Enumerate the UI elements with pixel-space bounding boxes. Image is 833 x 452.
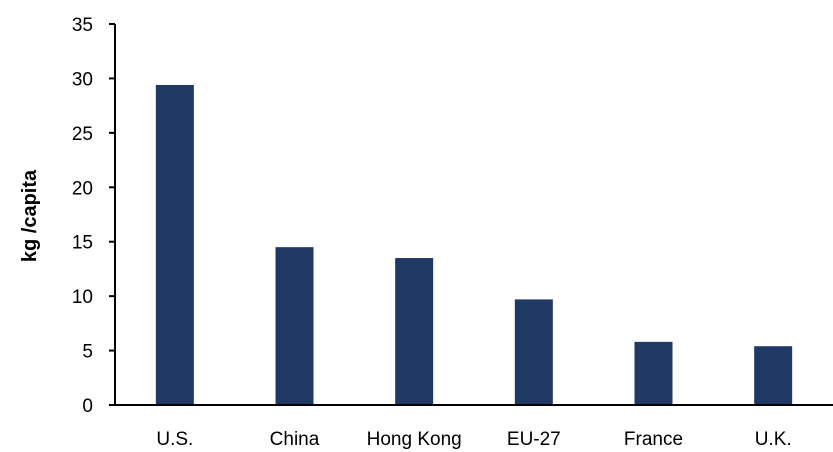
bar-u-k [754,346,793,405]
bar-hong-kong [395,258,434,405]
y-axis-ticks: 0 5 10 15 20 25 30 35 [72,15,115,417]
bar-france [634,341,673,405]
x-axis-ticks: U.S. China Hong Kong EU-27 France U.K. [156,429,791,450]
y-tick-label: 30 [72,69,93,90]
x-tick-label: U.K. [755,429,792,450]
bar-china [275,247,314,405]
bar-eu-27 [514,299,553,405]
x-tick-label: China [270,429,320,450]
y-tick-label: 25 [72,124,93,145]
y-tick-label: 15 [72,233,93,254]
bar-u-s [155,84,194,406]
x-tick-label: Hong Kong [367,429,462,450]
y-tick-label: 20 [72,178,93,199]
x-tick-label: France [624,429,683,450]
y-tick-label: 35 [72,15,93,36]
y-tick-label: 5 [82,342,93,363]
y-tick-label: 0 [82,396,93,417]
x-tick-label: U.S. [156,429,193,450]
bar-series [155,84,793,406]
x-tick-label: EU-27 [507,429,561,450]
y-tick-label: 10 [72,287,93,308]
y-axis-title: kg /capita [19,169,41,262]
